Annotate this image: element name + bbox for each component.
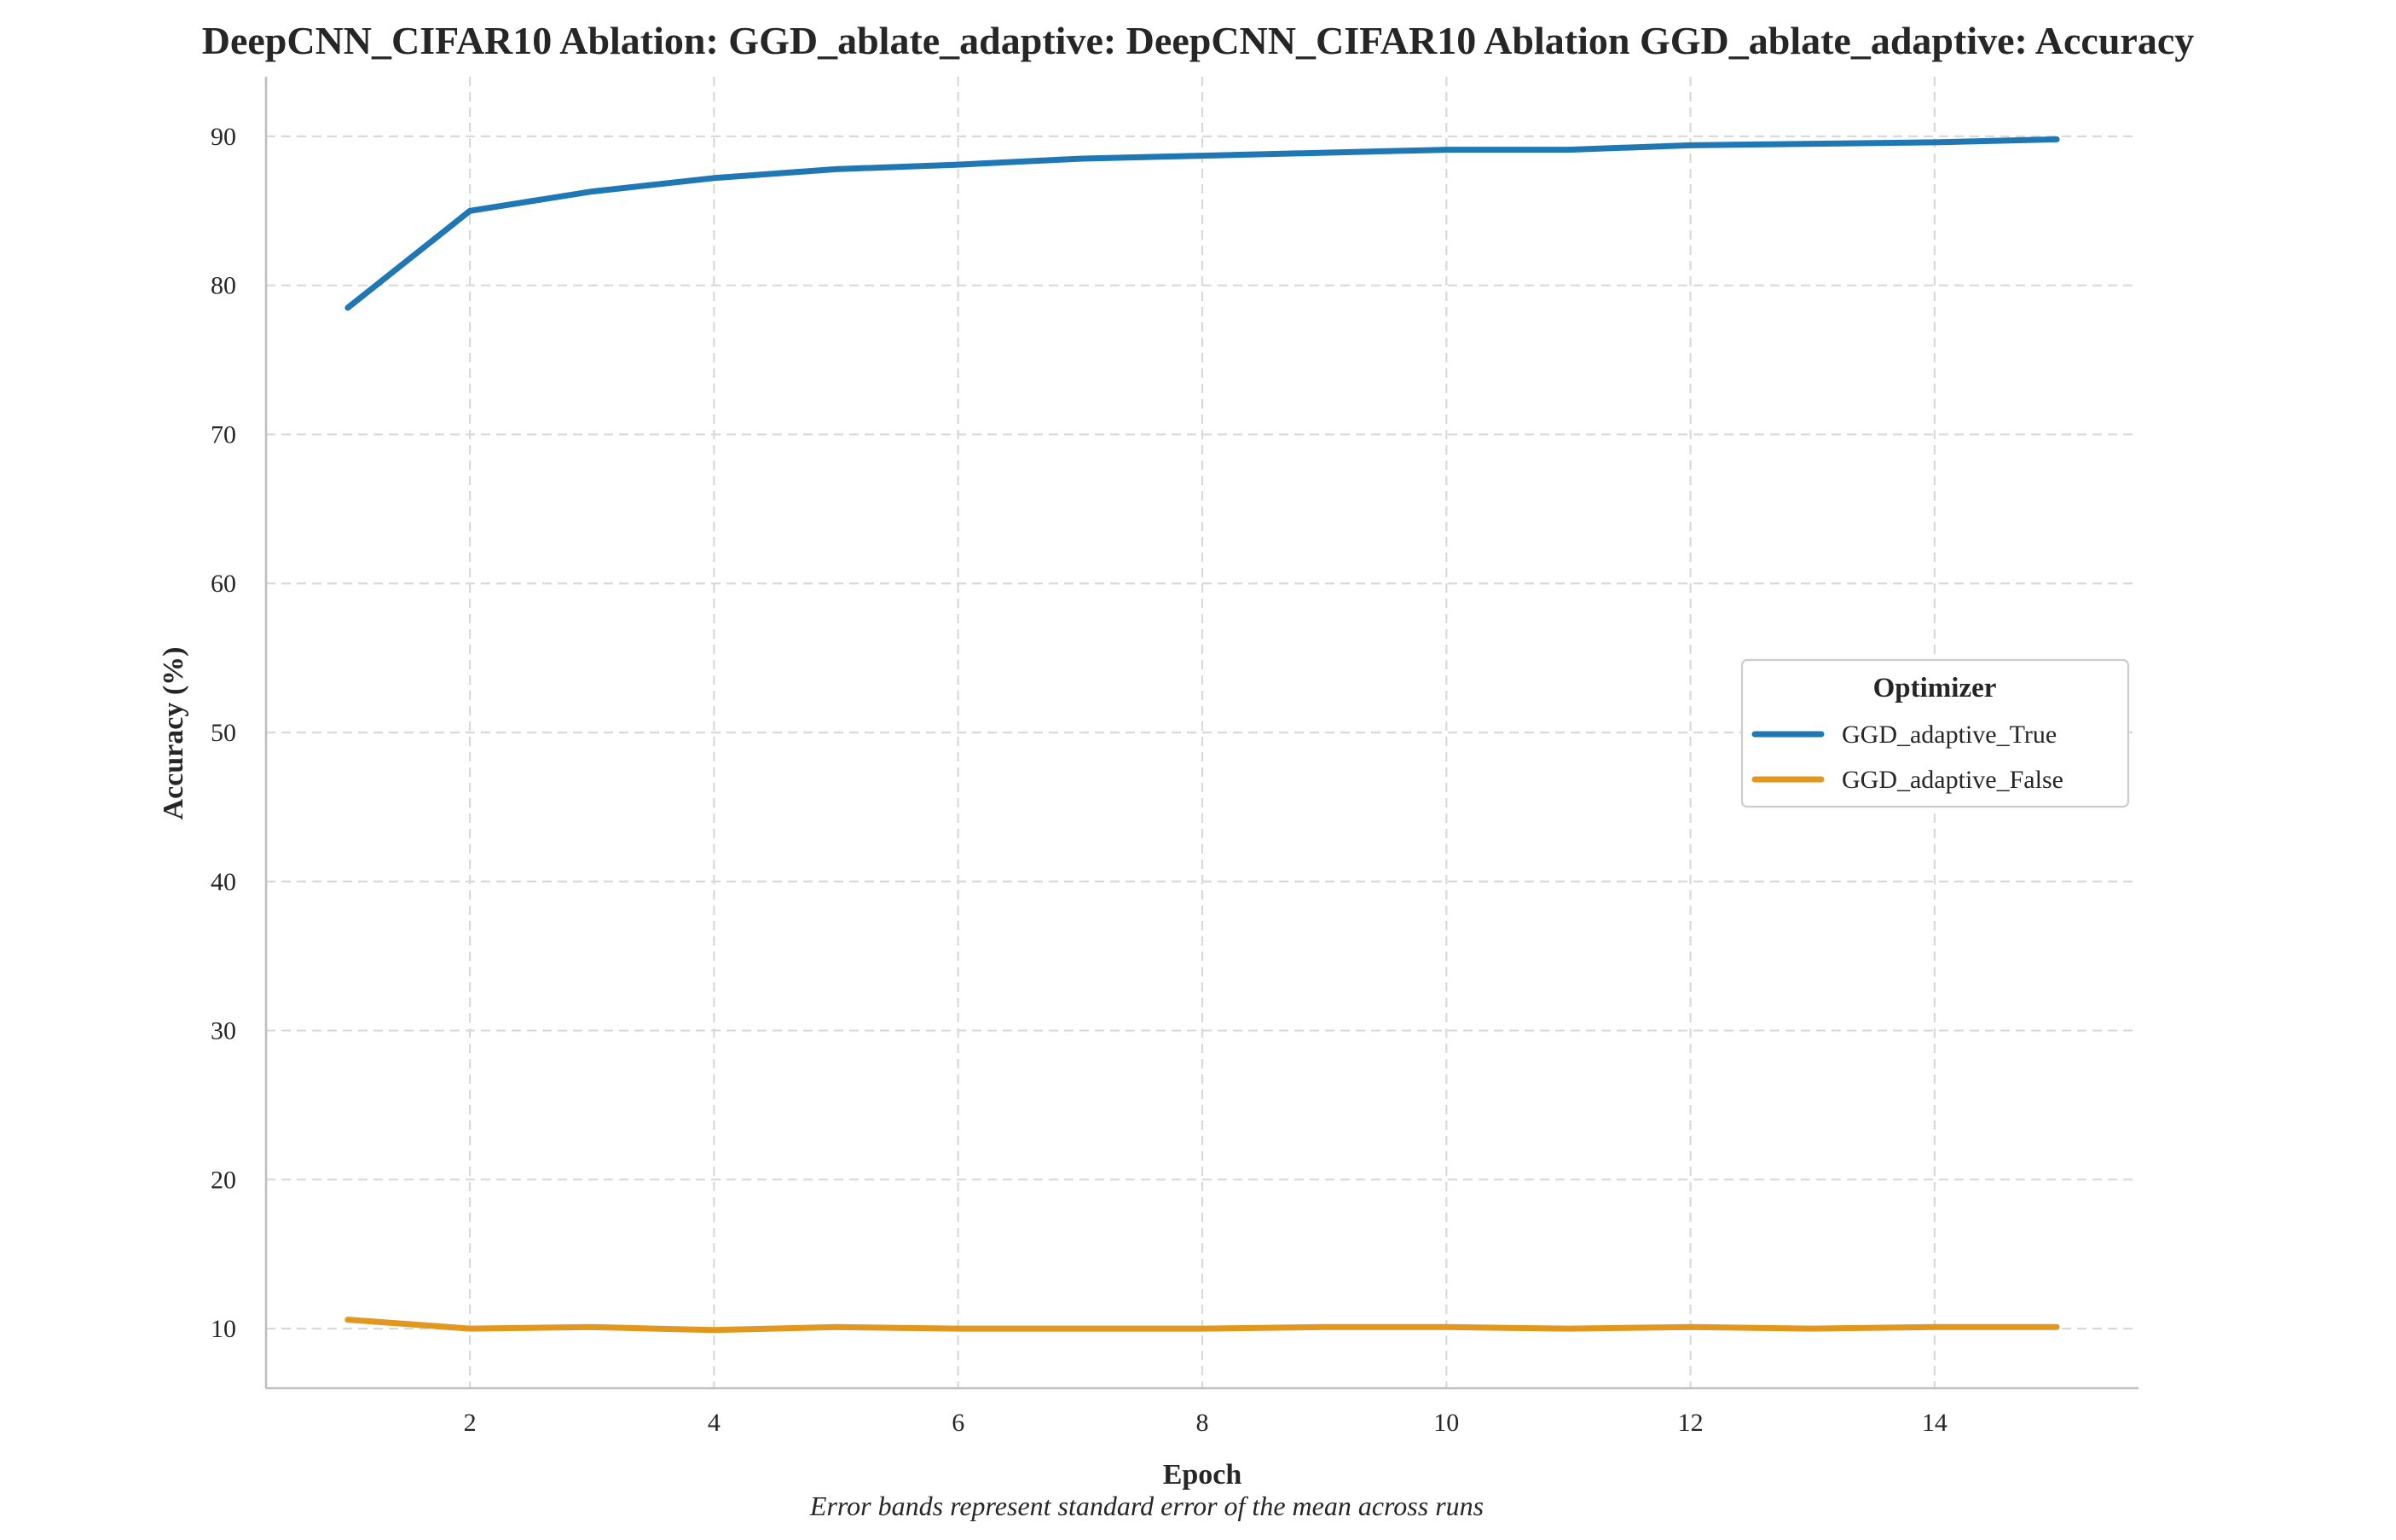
chart-title: DeepCNN_CIFAR10 Ablation: GGD_ablate_ada… xyxy=(202,19,2195,62)
series-line-ggd-adaptive-false xyxy=(344,1317,2060,1334)
y-tick-label: 20 xyxy=(211,1166,236,1194)
x-tick-label: 2 xyxy=(464,1409,477,1437)
axes xyxy=(264,77,2138,1390)
y-tick-labels: 10 20 30 40 50 60 70 80 90 xyxy=(211,123,236,1343)
x-axis-label: Epoch xyxy=(1163,1459,1242,1491)
series-line-ggd-adaptive-true xyxy=(344,136,2060,311)
legend-entries: GGD_adaptive_True GGD_adaptive_False xyxy=(1751,721,2063,794)
legend-title: Optimizer xyxy=(1873,673,1997,703)
x-tick-label: 6 xyxy=(952,1409,964,1437)
series-lines xyxy=(344,136,2060,1334)
y-tick-label: 50 xyxy=(211,719,236,747)
legend-box xyxy=(1740,658,2130,808)
legend: Optimizer GGD_adaptive_TrueGGD_adaptive_… xyxy=(1740,658,2130,808)
x-tick-labels: 2 4 6 8 10 12 14 xyxy=(464,1409,1947,1437)
y-tick-label: 10 xyxy=(211,1315,236,1343)
y-tick-label: 90 xyxy=(211,123,236,151)
x-tick-label: 10 xyxy=(1433,1409,1459,1437)
y-tick-label: 80 xyxy=(211,272,236,300)
x-tick-label: 4 xyxy=(708,1409,721,1437)
y-tick-label: 30 xyxy=(211,1017,236,1045)
y-axis-label: Accuracy (%) xyxy=(158,647,189,820)
chart-caption: Error bands represent standard error of … xyxy=(809,1491,1484,1521)
x-tick-label: 14 xyxy=(1922,1409,1947,1437)
y-tick-label: 70 xyxy=(211,420,236,449)
x-tick-label: 8 xyxy=(1196,1409,1209,1437)
legend-entry-label: GGD_adaptive_False xyxy=(1842,766,2063,794)
y-tick-label: 60 xyxy=(211,570,236,598)
y-tick-label: 40 xyxy=(211,868,236,896)
legend-entry-label: GGD_adaptive_True xyxy=(1842,721,2057,749)
x-tick-label: 12 xyxy=(1678,1409,1704,1437)
